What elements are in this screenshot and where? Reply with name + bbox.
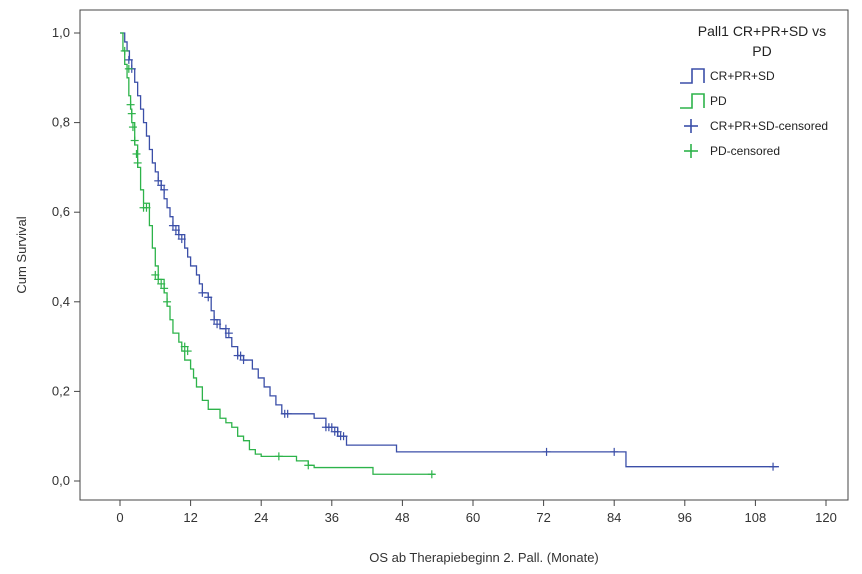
censor-mark xyxy=(127,109,136,118)
censor-mark xyxy=(333,427,342,436)
censor-mark xyxy=(128,123,137,132)
series-layer xyxy=(120,32,779,479)
censor-mark xyxy=(132,149,141,158)
censor-mark xyxy=(283,409,292,418)
censor-mark xyxy=(124,64,133,73)
y-tick-label: 0,8 xyxy=(52,115,70,130)
legend-label: CR+PR+SD-censored xyxy=(710,119,828,133)
legend-item: PD-censored xyxy=(684,144,780,158)
censor-mark xyxy=(213,320,222,329)
censor-mark xyxy=(221,324,230,333)
axes-layer: 0,0 0,2 0,4 0,6 0,8 1,0 0 12 24 36 48 60 72 84 96 108 12… xyxy=(14,9,849,565)
x-tick-label: 60 xyxy=(466,510,480,525)
legend-item: CR+PR+SD-censored xyxy=(684,119,828,133)
legend-label: PD xyxy=(710,94,727,108)
censor-mark xyxy=(133,158,142,167)
censor-mark xyxy=(154,275,163,284)
y-axis-title: Cum Survival xyxy=(14,216,29,293)
censor-mark xyxy=(157,279,166,288)
censor-mark xyxy=(327,423,336,432)
legend-step-icon xyxy=(680,68,705,84)
censor-mark xyxy=(198,288,207,297)
censor-mark xyxy=(160,284,169,293)
legend-label: CR+PR+SD xyxy=(710,69,775,83)
censor-mark xyxy=(160,185,169,194)
series-cr-pr-sd xyxy=(120,32,779,471)
series-pd xyxy=(120,32,436,479)
censor-mark xyxy=(304,461,313,470)
censor-mark xyxy=(339,432,348,441)
y-tick-label: 0,4 xyxy=(52,294,70,309)
censor-mark xyxy=(236,351,245,360)
censor-mark xyxy=(120,46,129,55)
censor-mark xyxy=(542,447,551,456)
legend-item: CR+PR+SD xyxy=(680,68,775,84)
y-tick-label: 0,0 xyxy=(52,473,70,488)
censor-mark xyxy=(142,203,151,212)
censor-mark xyxy=(154,176,163,185)
censor-mark xyxy=(124,55,133,64)
censor-mark xyxy=(427,470,436,479)
censor-mark xyxy=(224,329,233,338)
censor-mark xyxy=(126,100,135,109)
x-tick-label: 120 xyxy=(815,510,837,525)
censor-mark xyxy=(210,315,219,324)
x-tick-label: 0 xyxy=(116,510,123,525)
censor-mark xyxy=(239,356,248,365)
censor-mark xyxy=(180,342,189,351)
survival-line xyxy=(120,32,435,475)
legend-step-icon xyxy=(680,93,705,109)
x-tick-label: 84 xyxy=(607,510,621,525)
censor-mark xyxy=(274,452,283,461)
survival-line xyxy=(120,32,779,468)
censor-mark xyxy=(204,293,213,302)
legend-item: PD xyxy=(680,93,727,109)
legend-title: PD xyxy=(752,43,771,59)
y-tick-label: 1,0 xyxy=(52,25,70,40)
x-tick-label: 36 xyxy=(325,510,339,525)
censor-mark xyxy=(151,270,160,279)
censor-mark xyxy=(183,347,192,356)
censor-mark xyxy=(130,136,139,145)
censor-mark xyxy=(163,297,172,306)
x-tick-label: 24 xyxy=(254,510,268,525)
y-tick-label: 0,6 xyxy=(52,204,70,219)
x-tick-label: 48 xyxy=(395,510,409,525)
censor-mark xyxy=(177,235,186,244)
censor-mark xyxy=(769,462,778,471)
censor-mark xyxy=(174,230,183,239)
x-tick-label: 96 xyxy=(678,510,692,525)
legend-title: Pall1 CR+PR+SD vs xyxy=(698,23,826,39)
censor-mark xyxy=(171,226,180,235)
plot-frame xyxy=(79,9,849,501)
legend-label: PD-censored xyxy=(710,144,780,158)
x-tick-label: 108 xyxy=(745,510,767,525)
x-tick-label: 72 xyxy=(536,510,550,525)
y-tick-label: 0,2 xyxy=(52,383,70,398)
x-axis-title: OS ab Therapiebeginn 2. Pall. (Monate) xyxy=(369,550,599,565)
censor-mark xyxy=(168,221,177,230)
censor-mark xyxy=(610,447,619,456)
x-tick-label: 12 xyxy=(183,510,197,525)
legend: Pall1 CR+PR+SD vs PD CR+PR+SD PD CR+PR+SD-ce… xyxy=(680,23,828,158)
censor-mark xyxy=(157,181,166,190)
